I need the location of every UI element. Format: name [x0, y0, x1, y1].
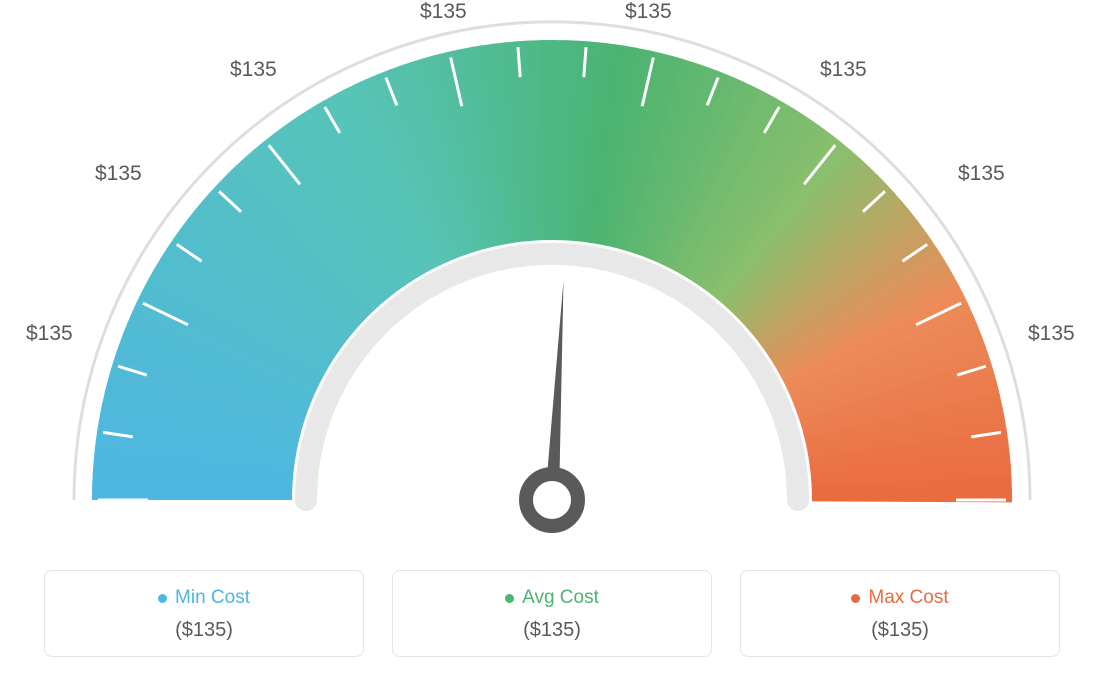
- gauge-tick-label: $135: [95, 162, 142, 186]
- gauge-svg: [0, 0, 1104, 560]
- legend-value-avg: ($135): [403, 619, 701, 642]
- dot-icon: [851, 594, 860, 603]
- legend-label: Min Cost: [175, 587, 250, 609]
- legend-value-min: ($135): [55, 619, 353, 642]
- dot-icon: [505, 594, 514, 603]
- gauge-tick-label: $135: [420, 0, 467, 24]
- legend-card-avg: Avg Cost ($135): [392, 570, 712, 657]
- gauge-area: $135 $135 $135 $135 $135 $135 $135 $135: [0, 0, 1104, 560]
- legend-row: Min Cost ($135) Avg Cost ($135) Max Cost…: [0, 570, 1104, 657]
- legend-card-min: Min Cost ($135): [44, 570, 364, 657]
- legend-card-max: Max Cost ($135): [740, 570, 1060, 657]
- legend-value-max: ($135): [751, 619, 1049, 642]
- legend-title-min: Min Cost: [158, 587, 250, 609]
- gauge-tick-label: $135: [820, 58, 867, 82]
- gauge-tick-label: $135: [625, 0, 672, 24]
- gauge-tick-label: $135: [1028, 322, 1075, 346]
- dot-icon: [158, 594, 167, 603]
- chart-container: $135 $135 $135 $135 $135 $135 $135 $135 Min Cos…: [0, 0, 1104, 690]
- legend-title-avg: Avg Cost: [505, 587, 599, 609]
- legend-label: Avg Cost: [522, 587, 599, 609]
- legend-label: Max Cost: [868, 587, 948, 609]
- gauge-tick-label: $135: [230, 58, 277, 82]
- gauge-tick-label: $135: [958, 162, 1005, 186]
- gauge-tick-label: $135: [26, 322, 73, 346]
- legend-title-max: Max Cost: [851, 587, 948, 609]
